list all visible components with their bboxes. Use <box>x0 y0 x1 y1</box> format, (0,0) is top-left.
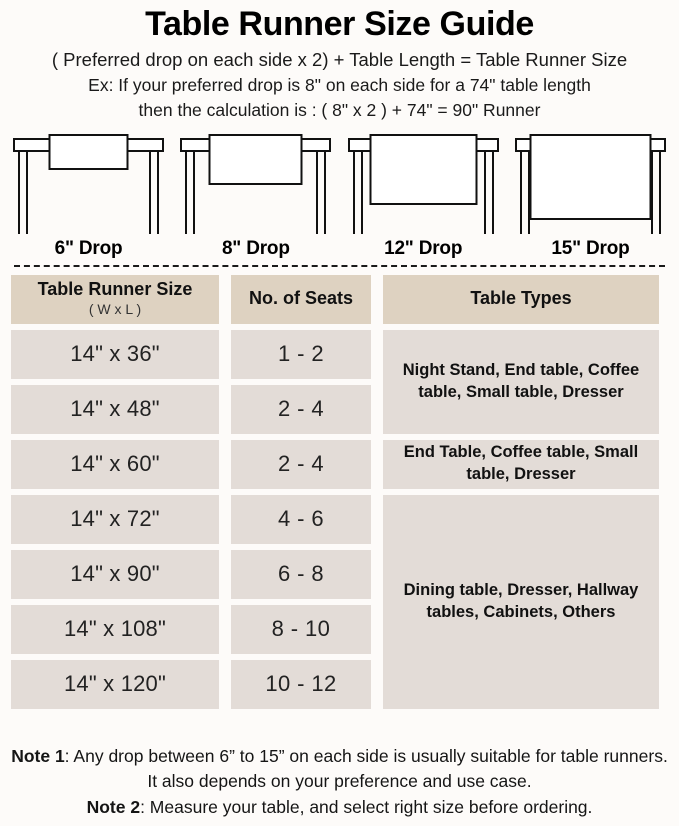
table-row-size: 14" x 60" <box>11 439 219 489</box>
drop-illustrations: 6" Drop 8" Drop 12" Drop 15" Drop <box>0 127 679 260</box>
dashed-divider <box>14 264 665 267</box>
drop-label: 12" Drop <box>384 237 463 259</box>
seats-value: 1 - 2 <box>277 341 325 367</box>
note-line: Note 1: Any drop between 6” to 15” on ea… <box>8 744 671 795</box>
table-row-size: 14" x 48" <box>11 384 219 434</box>
table-row-types: End Table, Coffee table, Small table, Dr… <box>383 439 659 489</box>
table-header-seats: No. of Seats <box>231 274 371 324</box>
seats-value: 6 - 8 <box>277 561 325 587</box>
drop-illustration-item: 15" Drop <box>508 133 673 260</box>
header-seats-label: No. of Seats <box>248 288 354 309</box>
note-line: Note 2: Measure your table, and select r… <box>8 795 671 820</box>
size-table-wrap: Table Runner Size ( W x L ) No. of Seats… <box>0 267 679 738</box>
note-label: Note 1 <box>11 745 65 766</box>
table-header-size: Table Runner Size ( W x L ) <box>11 274 219 324</box>
size-value: 14" x 90" <box>70 561 160 587</box>
types-value: Dining table, Dresser, Hallway tables, C… <box>403 580 639 621</box>
drop-illustration-item: 8" Drop <box>173 133 338 260</box>
table-row-types: Night Stand, End table, Coffee table, Sm… <box>383 329 659 434</box>
drop-label: 8" Drop <box>221 237 290 259</box>
header-block: Table Runner Size Guide ( Preferred drop… <box>0 0 679 123</box>
table-row-size: 14" x 36" <box>11 329 219 379</box>
table-row-seats: 10 - 12 <box>231 659 371 709</box>
table-runner-diagram-icon <box>341 133 506 236</box>
drop-illustration-item: 6" Drop <box>6 133 171 260</box>
types-value: End Table, Coffee table, Small table, Dr… <box>403 443 639 484</box>
table-row-seats: 2 - 4 <box>231 384 371 434</box>
table-row-seats: 1 - 2 <box>231 329 371 379</box>
drop-illustration-item: 12" Drop <box>341 133 506 260</box>
example-line-1: Ex: If your preferred drop is 8" on each… <box>88 74 591 95</box>
drop-label: 6" Drop <box>54 237 123 259</box>
table-row-seats: 8 - 10 <box>231 604 371 654</box>
table-runner-diagram-icon <box>6 133 171 236</box>
header-types-label: Table Types <box>470 288 572 309</box>
table-row-seats: 6 - 8 <box>231 549 371 599</box>
size-value: 14" x 72" <box>70 506 160 532</box>
note-text: : Any drop between 6” to 15” on each sid… <box>64 745 668 792</box>
note-label: Note 2 <box>86 796 141 817</box>
table-row-size: 14" x 72" <box>11 494 219 544</box>
seats-value: 10 - 12 <box>265 671 337 697</box>
page-title: Table Runner Size Guide <box>145 5 534 43</box>
table-row-size: 14" x 90" <box>11 549 219 599</box>
header-size-sub: ( W x L ) <box>88 301 142 318</box>
types-value: Night Stand, End table, Coffee table, Sm… <box>402 360 640 401</box>
table-runner-diagram-icon <box>173 133 338 236</box>
example-line-2: then the calculation is : ( 8" x 2 ) + 7… <box>138 99 541 120</box>
size-value: 14" x 48" <box>70 396 160 422</box>
size-value: 14" x 60" <box>70 451 160 477</box>
note-text: : Measure your table, and select right s… <box>140 796 593 817</box>
table-runner-diagram-icon <box>508 133 673 236</box>
size-value: 14" x 120" <box>63 671 167 697</box>
table-row-size: 14" x 120" <box>11 659 219 709</box>
formula-line: ( Preferred drop on each side x 2) + Tab… <box>51 48 628 70</box>
notes-block: Note 1: Any drop between 6” to 15” on ea… <box>0 738 679 826</box>
seats-value: 8 - 10 <box>271 616 331 642</box>
size-table: Table Runner Size ( W x L ) No. of Seats… <box>11 274 668 709</box>
seats-value: 4 - 6 <box>277 506 325 532</box>
size-value: 14" x 108" <box>63 616 167 642</box>
table-row-seats: 2 - 4 <box>231 439 371 489</box>
table-row-size: 14" x 108" <box>11 604 219 654</box>
seats-value: 2 - 4 <box>277 396 325 422</box>
table-row-types: Dining table, Dresser, Hallway tables, C… <box>383 494 659 709</box>
header-size-main: Table Runner Size <box>37 279 193 300</box>
drop-label: 15" Drop <box>551 237 630 259</box>
size-value: 14" x 36" <box>70 341 160 367</box>
table-row-seats: 4 - 6 <box>231 494 371 544</box>
seats-value: 2 - 4 <box>277 451 325 477</box>
table-header-types: Table Types <box>383 274 659 324</box>
